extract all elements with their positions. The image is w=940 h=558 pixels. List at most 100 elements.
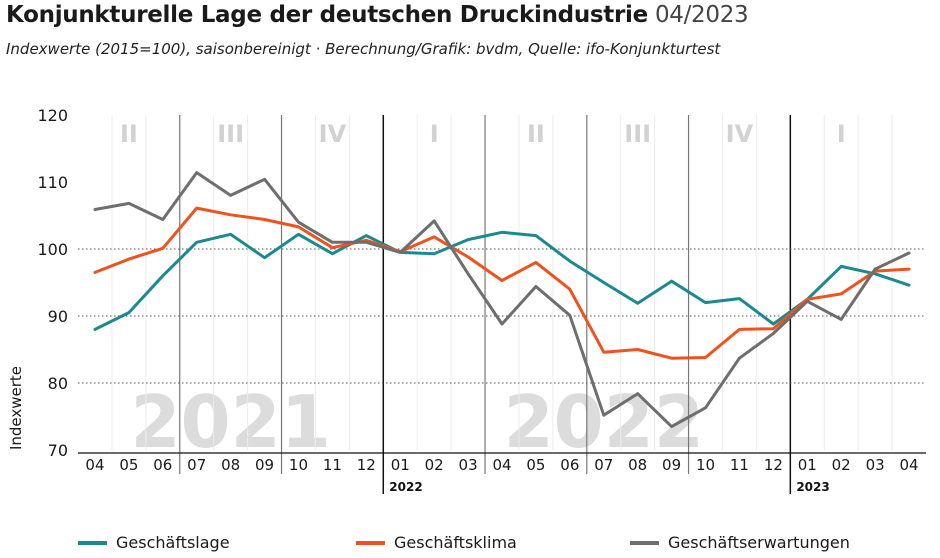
data-point <box>161 274 164 277</box>
x-tick-label: 08 <box>221 456 240 474</box>
data-point <box>907 251 911 255</box>
data-point <box>636 302 639 305</box>
data-point <box>704 301 707 304</box>
data-point <box>195 206 198 210</box>
x-tick-label: 10 <box>289 456 308 474</box>
data-point <box>466 255 470 259</box>
data-point <box>263 256 266 259</box>
x-tick-label: 06 <box>153 456 172 474</box>
data-point <box>806 298 809 301</box>
x-tick-label: 12 <box>764 456 783 474</box>
data-point <box>602 413 605 417</box>
data-point <box>738 297 741 300</box>
data-point <box>704 356 707 359</box>
x-tick-label: 09 <box>255 456 274 474</box>
legend-swatch <box>630 540 659 545</box>
year-axis-label: 2022 <box>389 480 422 494</box>
data-point <box>840 292 843 296</box>
y-tick-label: 70 <box>48 441 68 460</box>
legend-label: Geschäftsklima <box>394 533 517 552</box>
data-point <box>263 218 266 221</box>
x-tick-label: 11 <box>323 456 342 474</box>
year-watermark: 2021 <box>130 380 330 464</box>
data-point <box>500 231 504 234</box>
chart-title: Konjunkturelle Lage der deutschen Drucki… <box>6 2 749 28</box>
data-point <box>161 218 164 221</box>
data-point <box>195 241 198 244</box>
data-point <box>534 261 538 264</box>
x-tick-label: 04 <box>85 456 104 474</box>
data-point <box>127 202 131 205</box>
data-point <box>873 267 877 271</box>
data-point <box>568 288 572 291</box>
data-point <box>636 348 639 351</box>
x-tick-label: 04 <box>492 456 511 474</box>
y-tick-label: 100 <box>37 240 68 259</box>
legend-item-geschaeftsklima: Geschäftsklima <box>356 533 517 552</box>
data-point <box>670 279 673 283</box>
data-point <box>93 208 97 211</box>
x-tick-label: 01 <box>798 456 817 474</box>
data-point <box>500 279 504 282</box>
quarter-label: III <box>624 120 651 148</box>
chart-legend: Geschäftslage Geschäftsklima Geschäftser… <box>0 533 940 555</box>
x-tick-label: 03 <box>866 456 885 474</box>
x-tick-label: 07 <box>594 456 613 474</box>
data-point <box>432 252 436 255</box>
data-point <box>229 233 232 236</box>
x-tick-label: 03 <box>459 456 478 474</box>
y-tick-label: 90 <box>48 307 68 326</box>
data-point <box>466 238 470 241</box>
data-point <box>772 332 775 335</box>
data-point <box>263 178 266 181</box>
x-tick-label: 06 <box>560 456 579 474</box>
quarter-label: IV <box>319 120 347 148</box>
data-point <box>772 327 775 330</box>
title-main: Konjunkturelle Lage der deutschen Drucki… <box>6 2 648 28</box>
x-tick-label: 08 <box>628 456 647 474</box>
legend-swatch <box>356 540 385 545</box>
x-tick-label: 04 <box>899 456 918 474</box>
x-tick-label: 07 <box>187 456 206 474</box>
data-point <box>670 425 673 428</box>
quarter-label: I <box>430 120 439 148</box>
data-point <box>297 233 300 236</box>
data-point <box>161 247 164 250</box>
data-point <box>229 194 232 197</box>
data-point <box>297 225 300 229</box>
y-tick-label: 110 <box>37 173 68 192</box>
legend-label: Geschäftserwartungen <box>668 533 850 552</box>
data-point <box>229 213 232 217</box>
data-point <box>432 235 436 239</box>
chart-subtitle: Indexwerte (2015=100), saisonbereinigt ·… <box>6 40 721 58</box>
data-point <box>127 311 131 314</box>
series-points-geschaeftserwartungen <box>93 171 911 428</box>
data-point <box>840 318 843 321</box>
data-point <box>331 252 334 255</box>
data-point <box>704 406 707 409</box>
data-point <box>738 328 741 331</box>
data-point <box>195 171 198 174</box>
x-tick-label: 05 <box>526 456 545 474</box>
data-point <box>93 328 97 331</box>
legend-label: Geschäftslage <box>116 533 230 552</box>
legend-item-geschaeftslage: Geschäftslage <box>78 533 230 552</box>
y-tick-label: 120 <box>37 106 68 125</box>
data-point <box>568 314 572 317</box>
x-tick-label: 11 <box>730 456 749 474</box>
quarter-label: II <box>527 120 545 148</box>
data-point <box>670 357 673 360</box>
data-point <box>127 257 131 261</box>
data-point <box>602 350 605 354</box>
x-tick-label: 02 <box>425 456 444 474</box>
data-point <box>466 272 470 275</box>
x-tick-label: 12 <box>357 456 376 474</box>
data-point <box>365 241 368 244</box>
data-point <box>534 285 538 288</box>
x-tick-label: 09 <box>662 456 681 474</box>
quarter-label: IV <box>726 120 754 148</box>
data-point <box>432 219 436 223</box>
quarter-label: III <box>217 120 244 148</box>
data-point <box>738 357 741 360</box>
x-tick-label: 02 <box>832 456 851 474</box>
